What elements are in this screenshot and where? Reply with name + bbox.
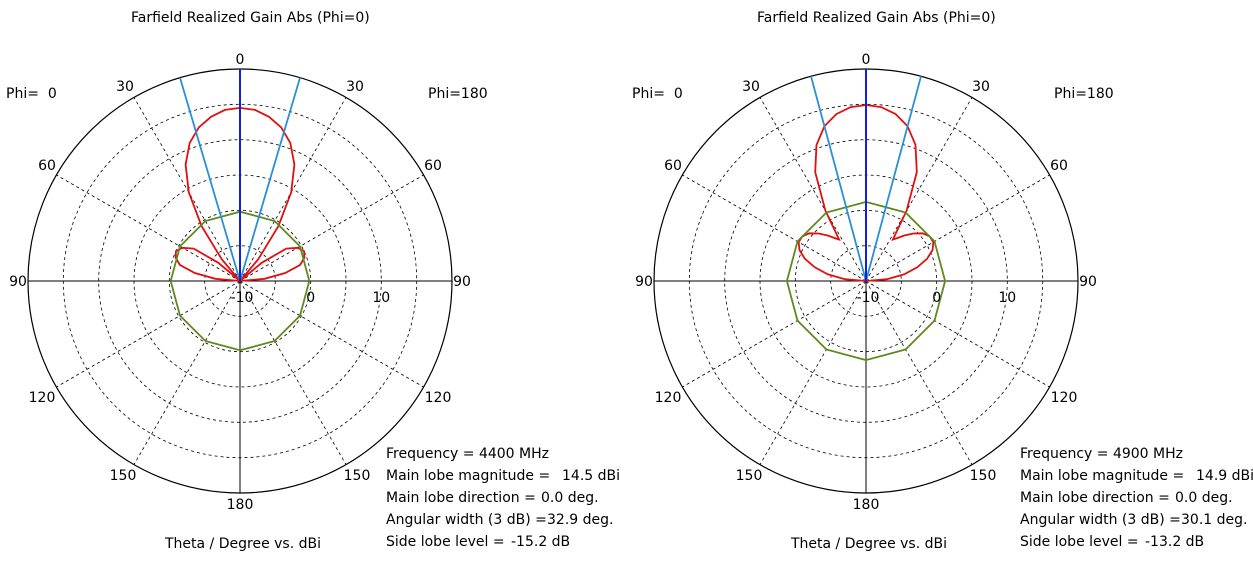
radial-tick-label: 0 [932, 290, 941, 306]
info-value: -13.2 dB [1145, 534, 1205, 550]
info-label: Side lobe level = [1020, 534, 1139, 550]
beamwidth-line [865, 76, 922, 282]
info-row: Main lobe direction = 0.0 deg. [386, 487, 624, 509]
grid-spoke [133, 97, 241, 282]
info-row: Main lobe magnitude = 14.5 dBi [386, 465, 624, 487]
angle-tick-label: 30 [116, 79, 134, 95]
angle-tick-label: 120 [1051, 390, 1078, 406]
angle-tick-label: 60 [424, 158, 442, 174]
beamwidth-line [239, 77, 301, 282]
chart-title: Farfield Realized Gain Abs (Phi=0) [131, 10, 370, 26]
info-value: 14.5 dBi [562, 468, 621, 484]
info-row: Side lobe level = -15.2 dB [386, 531, 624, 553]
info-value: 0.0 deg. [541, 490, 599, 506]
info-row: Angular width (3 dB) = 32.9 deg. [386, 509, 624, 531]
angle-tick-label: 180 [227, 497, 254, 513]
phi-right-label: Phi=180 [1054, 86, 1114, 102]
info-row: Angular width (3 dB) = 30.1 deg. [1020, 509, 1250, 531]
angle-tick-label: 120 [425, 390, 452, 406]
grid-spoke [759, 280, 867, 465]
grid-spoke [865, 174, 1050, 282]
info-label: Angular width (3 dB) = [386, 512, 547, 528]
angle-tick-label: 180 [853, 497, 880, 513]
info-label: Main lobe magnitude = [1020, 468, 1185, 484]
grid-spoke [239, 280, 347, 465]
angle-tick-label: 30 [346, 79, 364, 95]
angle-tick-label: 60 [1050, 158, 1068, 174]
info-value: 0.0 deg. [1175, 490, 1233, 506]
info-value: -15.2 dB [511, 534, 571, 550]
info-value: 14.9 dBi [1196, 468, 1253, 484]
angle-tick-label: 30 [742, 79, 760, 95]
info-value: 32.9 deg. [547, 512, 614, 528]
x-axis-label: Theta / Degree vs. dBi [791, 536, 947, 552]
grid-spoke [133, 280, 241, 465]
angle-tick-label: 150 [736, 468, 763, 484]
polar-chart-4900mhz: 0 30 30 60 60 90 90 120 120 150 150 180 -10 0 10 Farfi… [626, 0, 1253, 561]
info-value: 30.1 deg. [1181, 512, 1248, 528]
info-frequency: Frequency = 4400 MHz [386, 443, 624, 465]
info-box: Frequency = 4900 MHz Main lobe magnitude… [1020, 443, 1253, 553]
radial-tick-label: 0 [306, 290, 315, 306]
angle-tick-label: 120 [655, 390, 682, 406]
angle-tick-label: 30 [972, 79, 990, 95]
grid-spoke [239, 174, 424, 282]
polar-plot-area: 0 30 30 60 60 90 90 120 120 150 150 180 -10 0 10 [635, 52, 1097, 513]
angle-tick-label: 150 [110, 468, 137, 484]
info-label: Side lobe level = [386, 534, 505, 550]
info-row: Main lobe direction = 0.0 deg. [1020, 487, 1250, 509]
info-label: Main lobe direction = [1020, 490, 1170, 506]
grid-spoke [682, 174, 867, 282]
angle-tick-label: 120 [29, 390, 56, 406]
angle-tick-label: 90 [9, 274, 27, 290]
angle-tick-label: 90 [635, 274, 653, 290]
info-frequency-label: Frequency = 4900 MHz [1020, 446, 1183, 462]
angle-tick-label: 60 [38, 158, 56, 174]
beamwidth-line [179, 77, 241, 282]
info-box: Frequency = 4400 MHz Main lobe magnitude… [386, 443, 624, 553]
info-label: Angular width (3 dB) = [1020, 512, 1181, 528]
phi-left-label: Phi= 0 [632, 86, 683, 102]
info-label: Main lobe magnitude = [386, 468, 551, 484]
angle-tick-label: 60 [664, 158, 682, 174]
info-frequency-label: Frequency = 4400 MHz [386, 446, 549, 462]
polar-plot-area: 0 30 30 60 60 90 90 120 120 150 150 180 -10 0 10 [9, 52, 471, 513]
grid-spoke [865, 280, 973, 465]
info-frequency: Frequency = 4900 MHz [1020, 443, 1250, 465]
angle-tick-label: 90 [1079, 274, 1097, 290]
polar-chart-4400mhz: 0 30 30 60 60 90 90 120 120 150 150 180 -10 0 10 Farfi… [0, 0, 626, 561]
info-label: Main lobe direction = [386, 490, 536, 506]
x-axis-label: Theta / Degree vs. dBi [165, 536, 321, 552]
angle-tick-label: 150 [344, 468, 371, 484]
chart-title: Farfield Realized Gain Abs (Phi=0) [757, 10, 996, 26]
phi-right-label: Phi=180 [428, 86, 488, 102]
phi-left-label: Phi= 0 [6, 86, 57, 102]
angle-tick-label: 90 [453, 274, 471, 290]
angle-tick-label: 0 [236, 52, 245, 68]
angle-tick-label: 0 [862, 52, 871, 68]
info-row: Side lobe level = -13.2 dB [1020, 531, 1250, 553]
beamwidth-line [810, 76, 867, 282]
grid-spoke [56, 174, 241, 282]
radial-tick-label: -10 [857, 290, 880, 306]
info-row: Main lobe magnitude = 14.9 dBi [1020, 465, 1253, 487]
angle-tick-label: 150 [970, 468, 997, 484]
radial-tick-label: 10 [998, 290, 1016, 306]
radial-tick-label: 10 [372, 290, 390, 306]
grid-spoke [759, 97, 867, 282]
radial-tick-label: -10 [231, 290, 254, 306]
